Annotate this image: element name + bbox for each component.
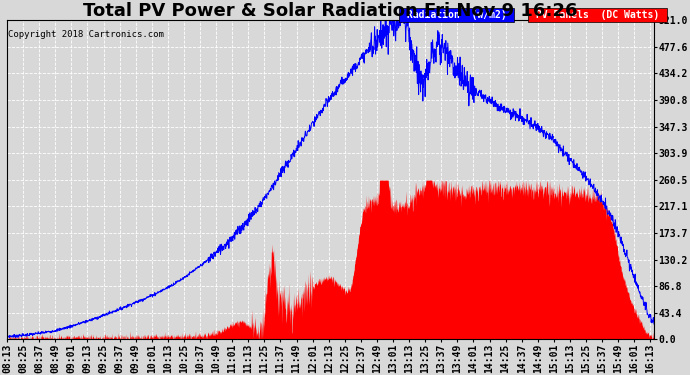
Text: Copyright 2018 Cartronics.com: Copyright 2018 Cartronics.com [8,30,164,39]
Title: Total PV Power & Solar Radiation Fri Nov 9 16:26: Total PV Power & Solar Radiation Fri Nov… [83,2,578,20]
Text: PV Panels  (DC Watts): PV Panels (DC Watts) [530,10,665,20]
Text: Radiation  (w/m2): Radiation (w/m2) [401,10,512,20]
